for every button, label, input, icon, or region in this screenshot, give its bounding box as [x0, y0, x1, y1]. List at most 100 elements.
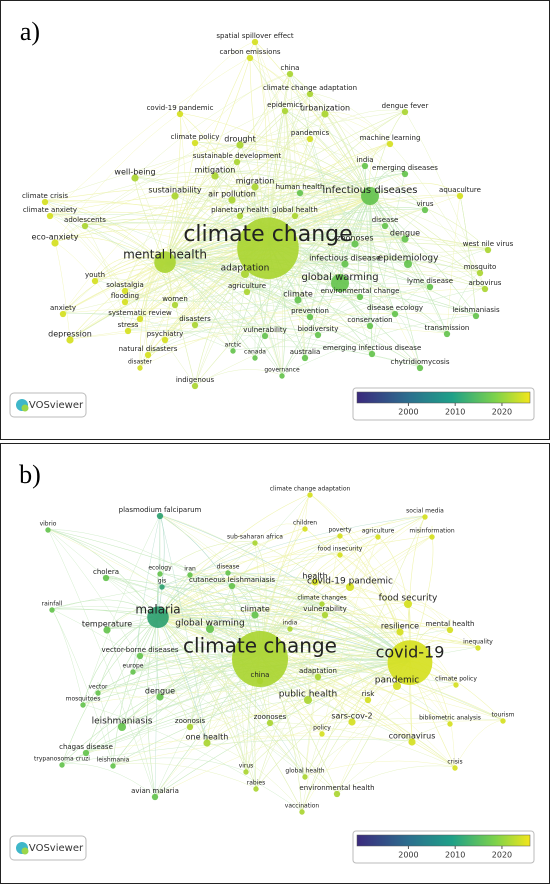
link [44, 200, 311, 317]
link [394, 248, 489, 314]
node [130, 669, 136, 675]
link [47, 528, 411, 662]
link [159, 541, 256, 574]
link [369, 197, 448, 334]
node-label: rabies [247, 780, 265, 787]
link [254, 197, 371, 358]
link [164, 191, 301, 264]
link [339, 534, 451, 724]
link [231, 584, 319, 677]
link [194, 72, 291, 143]
link [157, 617, 451, 724]
link [49, 56, 251, 216]
link [369, 197, 373, 326]
link [157, 534, 341, 619]
node-label: aquaculture [439, 186, 481, 194]
node [386, 140, 394, 148]
link [49, 174, 216, 216]
link [254, 40, 306, 358]
link [106, 628, 156, 797]
node-label: climate [283, 290, 313, 299]
link [139, 613, 326, 656]
node [368, 350, 376, 358]
link [121, 535, 379, 727]
link [49, 214, 361, 297]
node-label: transmission [425, 324, 470, 332]
link [446, 287, 486, 334]
link [284, 109, 406, 239]
node-label: natural disasters [119, 345, 178, 353]
link [94, 278, 176, 305]
node-label: dengue [390, 229, 420, 238]
link [254, 177, 371, 199]
link [139, 295, 361, 368]
link [254, 613, 411, 662]
link [61, 746, 87, 765]
link [61, 660, 411, 765]
link [236, 136, 311, 162]
node-label: iran [184, 566, 196, 573]
node [251, 183, 259, 191]
link [174, 182, 371, 199]
link [249, 56, 396, 314]
link [249, 56, 426, 210]
network-panel: climate change adaptation plasmodium falc… [9, 460, 535, 864]
node-label: disaster [128, 359, 152, 366]
link [85, 735, 413, 753]
link [289, 72, 371, 199]
link [62, 312, 373, 354]
link [139, 194, 176, 319]
link [284, 109, 296, 216]
link [254, 285, 431, 358]
link [206, 741, 303, 812]
link [164, 194, 371, 264]
link [214, 171, 301, 193]
node [429, 534, 435, 540]
link [304, 534, 341, 777]
link [294, 214, 431, 287]
link [84, 224, 129, 331]
link [309, 92, 391, 144]
link [127, 329, 421, 368]
link [84, 224, 266, 336]
link [85, 660, 411, 753]
link [304, 760, 456, 777]
link [299, 191, 373, 354]
node-label: governance [264, 367, 300, 374]
link [112, 757, 247, 772]
node-label: global health [285, 768, 324, 775]
link [309, 493, 409, 604]
node [333, 790, 341, 798]
link [194, 369, 283, 386]
link [246, 290, 373, 354]
link [231, 198, 346, 264]
link [157, 617, 319, 677]
link [359, 248, 489, 297]
node [331, 274, 349, 292]
node [443, 330, 451, 338]
link [239, 141, 366, 166]
node-label: adolescents [64, 216, 106, 224]
link [62, 262, 166, 314]
link [259, 679, 504, 721]
link [97, 683, 161, 697]
colorbar-tick-label: 2020 [492, 851, 512, 860]
link [307, 613, 326, 700]
colorbar [356, 391, 531, 404]
node [303, 695, 313, 705]
link [369, 197, 373, 354]
link [301, 515, 426, 812]
link [82, 703, 303, 812]
node [237, 217, 299, 279]
link [164, 262, 373, 354]
link [154, 721, 271, 797]
link [54, 241, 129, 331]
node-label: climate policy [171, 133, 220, 141]
link [112, 613, 256, 766]
node [243, 288, 251, 296]
link [289, 72, 306, 358]
node-label: mental health [123, 248, 207, 262]
node [256, 677, 264, 685]
link [232, 315, 311, 351]
link [371, 172, 406, 354]
